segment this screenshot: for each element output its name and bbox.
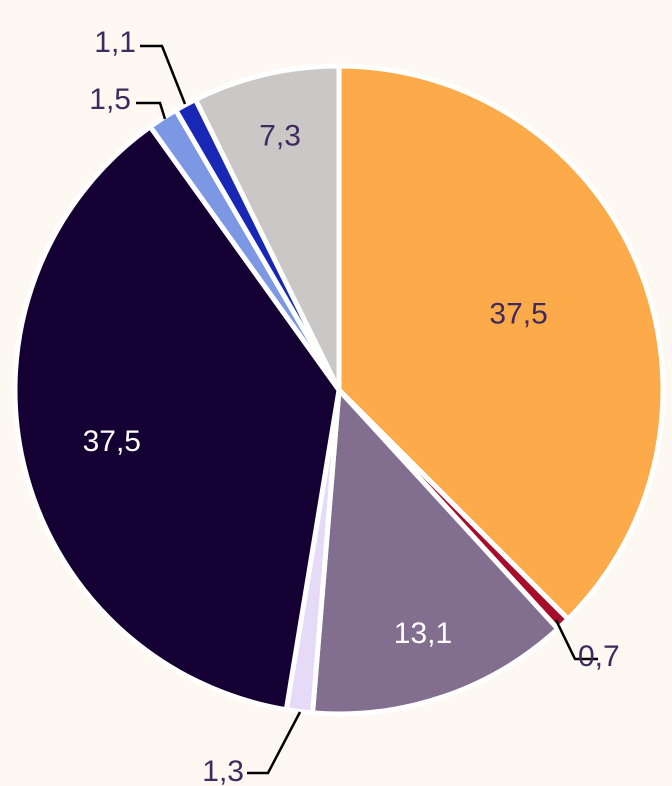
slice-label: 1,5 [89,83,131,116]
slice-label: 13,1 [394,617,452,650]
pie-slice [336,63,666,622]
slice-label: 37,5 [489,298,547,331]
leader-line [136,101,167,120]
slice-labels: 37,5 0,7 13,1 1,3 37,5 1,5 1,1 7,3 [83,26,620,786]
leader-line [140,44,187,105]
slice-label: 37,5 [83,425,141,458]
slice-label: 0,7 [578,640,620,673]
pie-slice [310,387,561,717]
pie-slice [12,124,342,713]
pie-slice [193,63,342,393]
slice-label: 1,3 [202,755,244,786]
slice-label: 7,3 [259,120,301,153]
pie-slices [12,63,666,717]
leader-line [554,619,598,661]
leader-lines [136,44,598,775]
leader-line [247,711,302,775]
slice-label: 1,1 [94,26,136,59]
